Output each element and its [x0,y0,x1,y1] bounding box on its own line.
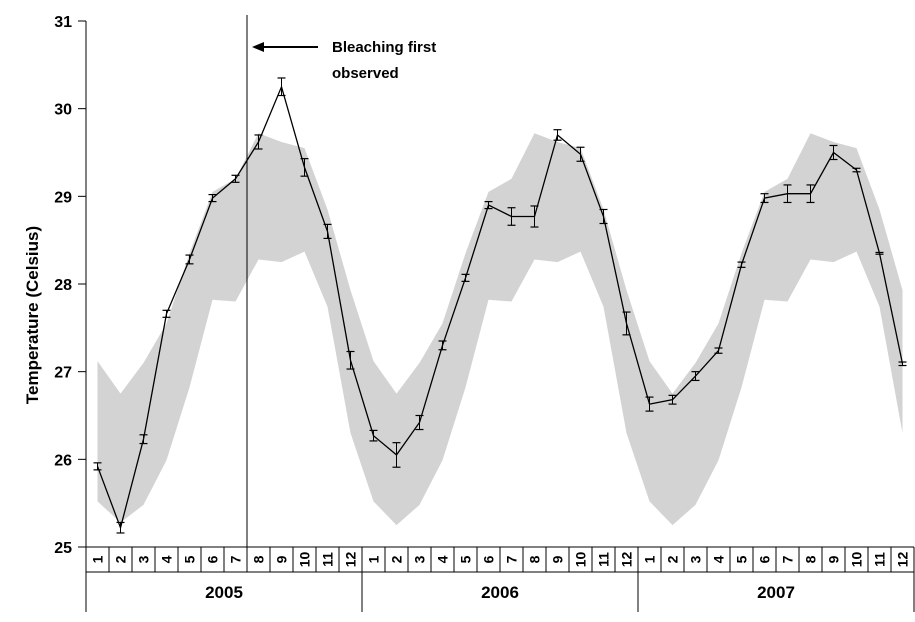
year-label: 2006 [481,583,519,602]
data-point [254,134,263,150]
data-point [783,184,792,204]
year-label: 2005 [205,583,243,602]
month-label: 12 [343,552,359,568]
month-label: 10 [573,552,589,568]
month-label: 5 [458,555,474,563]
month-label: 3 [412,555,428,563]
data-point [369,429,378,442]
data-point [300,158,309,177]
month-label: 8 [527,555,543,563]
month-label: 10 [297,552,313,568]
month-label: 1 [366,555,382,563]
arrow-head-icon [252,42,264,52]
data-point [461,273,470,282]
data-point [645,396,654,412]
y-tick-label: 25 [54,540,72,557]
month-label: 8 [803,555,819,563]
data-point [806,184,815,204]
data-point [484,200,493,210]
temperature-range-band [97,133,903,526]
month-label: 9 [274,555,290,563]
month-label: 1 [90,555,106,563]
data-point [852,167,861,173]
data-point [760,193,769,204]
data-point [737,261,746,268]
month-label: 11 [872,552,888,567]
series-layer [93,77,907,534]
data-point [530,205,539,228]
data-point [162,309,171,318]
y-tick-label: 28 [54,277,72,294]
month-label: 6 [481,555,497,563]
month-label: 3 [688,555,704,563]
y-tick-label: 27 [54,365,72,382]
data-point [668,394,677,405]
month-label: 6 [757,555,773,563]
temperature-range-band-layer [97,133,903,526]
annotation-text-line-2: observed [332,65,399,82]
data-point [898,361,907,367]
month-label: 4 [711,555,727,563]
data-point [714,347,723,354]
data-point [599,208,608,225]
month-label: 4 [159,555,175,563]
month-label: 12 [895,552,911,568]
data-point [691,371,700,382]
month-label: 7 [504,555,520,563]
data-point [875,251,884,255]
month-label: 9 [826,555,842,563]
month-label: 2 [665,555,681,563]
month-label: 5 [182,555,198,563]
data-point [392,442,401,468]
data-point [93,462,102,471]
month-label: 4 [435,555,451,563]
month-label: 10 [849,552,865,568]
month-label: 8 [251,555,267,563]
month-label: 9 [550,555,566,563]
data-point [507,207,516,226]
year-label: 2007 [757,583,795,602]
data-point [208,193,217,203]
month-label: 12 [619,552,635,568]
month-label: 7 [228,555,244,563]
temperature-series-line [96,84,904,530]
month-label: 5 [734,555,750,563]
data-point [185,254,194,265]
data-point [139,434,148,445]
data-point [415,414,424,431]
month-label: 2 [113,555,129,563]
data-point [438,340,447,351]
data-point [346,350,355,370]
bleaching-annotation: Bleaching first observed [246,15,436,547]
data-point [116,521,125,534]
data-point [277,77,286,97]
data-point [323,223,332,240]
month-label: 7 [780,555,796,563]
data-point [576,146,585,162]
month-label: 11 [320,552,336,567]
data-point [622,311,631,336]
annotation-text-line-1: Bleaching first [332,39,436,56]
data-point [231,174,240,183]
data-point [829,144,838,161]
axes [78,20,915,612]
y-tick-label: 29 [54,189,72,206]
month-label: 2 [389,555,405,563]
month-label: 6 [205,555,221,563]
month-label: 1 [642,555,658,563]
y-tick-label: 30 [54,102,72,119]
data-point [553,129,562,141]
month-label: 11 [596,552,612,567]
y-tick-label: 26 [54,452,72,469]
y-axis-label: Temperature (Celsius) [23,226,42,404]
month-label: 3 [136,555,152,563]
y-tick-label: 31 [54,14,72,31]
